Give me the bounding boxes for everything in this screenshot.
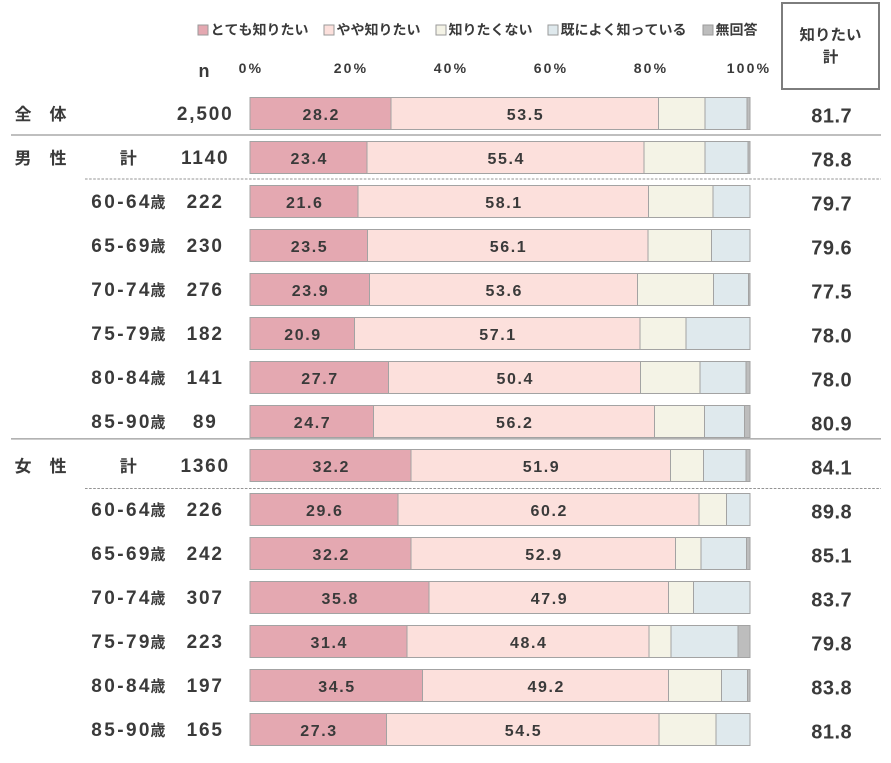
svg-text:70-74: 70-74 [91,280,152,301]
svg-text:307: 307 [187,588,224,609]
svg-text:75-79: 75-79 [91,632,152,653]
svg-text:165: 165 [187,720,224,741]
svg-text:54.5: 54.5 [505,723,543,740]
svg-text:35.8: 35.8 [322,591,360,608]
svg-text:78.0: 78.0 [811,326,852,348]
svg-text:20%: 20% [334,60,369,76]
svg-text:79.8: 79.8 [811,634,852,656]
svg-text:53.6: 53.6 [486,283,524,300]
svg-text:57.1: 57.1 [479,327,517,344]
svg-text:n: n [199,61,210,81]
svg-text:70-74: 70-74 [91,588,152,609]
svg-text:80.9: 80.9 [811,414,852,436]
svg-text:52.9: 52.9 [525,547,563,564]
svg-text:85.1: 85.1 [811,546,852,568]
svg-text:51.9: 51.9 [523,459,561,476]
svg-text:31.4: 31.4 [311,635,349,652]
svg-text:80%: 80% [634,60,669,76]
svg-text:83.8: 83.8 [811,678,852,700]
svg-text:222: 222 [187,192,224,213]
svg-text:81.7: 81.7 [811,106,852,128]
svg-text:21.6: 21.6 [286,195,324,212]
svg-text:34.5: 34.5 [318,679,356,696]
svg-text:2,500: 2,500 [177,104,234,125]
svg-text:85-90: 85-90 [91,412,152,433]
svg-text:60.2: 60.2 [531,503,569,520]
svg-text:55.4: 55.4 [488,151,526,168]
svg-text:40%: 40% [434,60,469,76]
svg-text:81.8: 81.8 [811,722,852,744]
svg-text:0%: 0% [239,60,264,76]
svg-text:29.6: 29.6 [306,503,344,520]
svg-text:24.7: 24.7 [294,415,332,432]
svg-text:75-79: 75-79 [91,324,152,345]
svg-text:80-84: 80-84 [91,368,152,389]
svg-text:242: 242 [187,544,224,565]
svg-text:100%: 100% [727,60,772,76]
svg-text:50.4: 50.4 [497,371,535,388]
svg-text:60-64: 60-64 [91,192,152,213]
svg-text:1140: 1140 [181,148,229,169]
svg-text:47.9: 47.9 [531,591,569,608]
svg-text:197: 197 [187,676,224,697]
svg-text:56.2: 56.2 [496,415,534,432]
svg-text:77.5: 77.5 [811,282,852,304]
svg-text:20.9: 20.9 [284,327,322,344]
svg-text:83.7: 83.7 [811,590,852,612]
svg-text:79.6: 79.6 [811,238,852,260]
svg-text:89: 89 [193,412,218,433]
svg-text:60-64: 60-64 [91,500,152,521]
svg-text:32.2: 32.2 [313,547,351,564]
svg-text:53.5: 53.5 [507,107,545,124]
svg-text:84.1: 84.1 [811,458,852,480]
svg-text:276: 276 [187,280,224,301]
svg-text:48.4: 48.4 [510,635,548,652]
svg-text:23.5: 23.5 [291,239,329,256]
svg-text:56.1: 56.1 [490,239,528,256]
svg-text:58.1: 58.1 [485,195,523,212]
svg-text:65-69: 65-69 [91,236,152,257]
svg-text:80-84: 80-84 [91,676,152,697]
svg-text:60%: 60% [534,60,569,76]
svg-text:223: 223 [187,632,224,653]
svg-text:230: 230 [187,236,224,257]
svg-text:65-69: 65-69 [91,544,152,565]
svg-text:79.7: 79.7 [811,194,852,216]
svg-text:141: 141 [187,368,224,389]
svg-text:23.4: 23.4 [291,151,329,168]
svg-text:182: 182 [187,324,224,345]
svg-text:226: 226 [187,500,224,521]
svg-text:78.8: 78.8 [811,150,852,172]
svg-text:85-90: 85-90 [91,720,152,741]
svg-text:27.3: 27.3 [300,723,338,740]
svg-text:32.2: 32.2 [313,459,351,476]
svg-text:23.9: 23.9 [292,283,330,300]
svg-text:89.8: 89.8 [811,502,852,524]
svg-text:28.2: 28.2 [303,107,341,124]
svg-text:1360: 1360 [180,456,229,477]
svg-text:27.7: 27.7 [301,371,339,388]
svg-text:49.2: 49.2 [528,679,566,696]
svg-text:78.0: 78.0 [811,370,852,392]
